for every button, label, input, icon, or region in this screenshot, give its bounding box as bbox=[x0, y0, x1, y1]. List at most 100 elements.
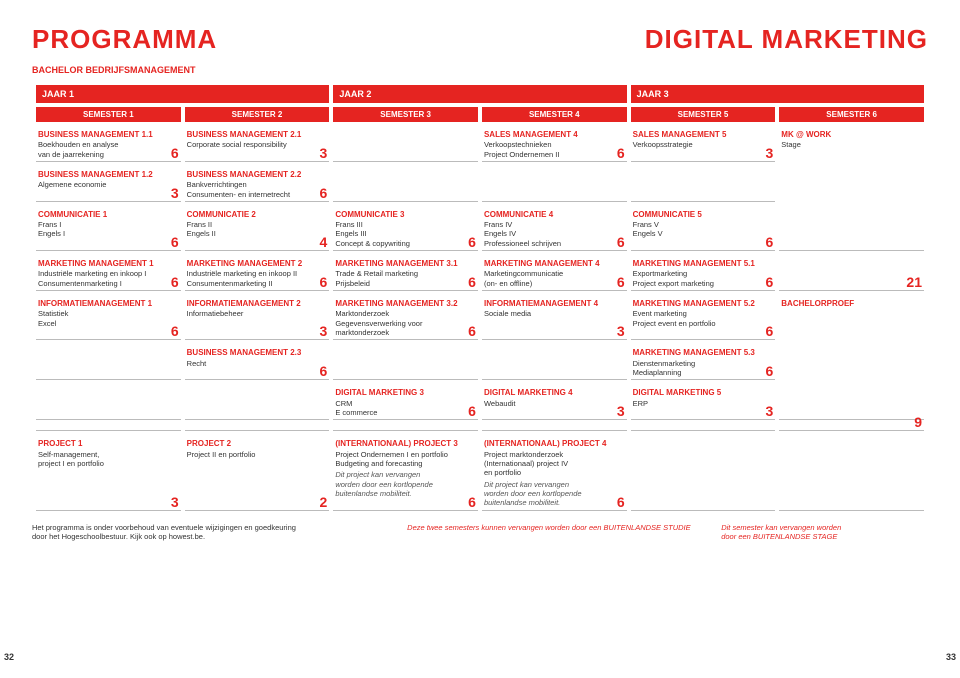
module-lines: Verkoopsstrategie bbox=[633, 140, 774, 149]
module-title: COMMUNICATIE 4 bbox=[484, 210, 625, 219]
module-title: COMMUNICATIE 3 bbox=[335, 210, 476, 219]
module-lines: Project marktonderzoek(Internationaal) p… bbox=[484, 450, 625, 478]
module-title: PROJECT 1 bbox=[38, 439, 179, 448]
module-credits: 2 bbox=[320, 494, 328, 510]
module-credits: 6 bbox=[468, 403, 476, 419]
footer: Het programma is onder voorbehoud van ev… bbox=[32, 523, 928, 541]
module-title: DIGITAL MARKETING 3 bbox=[335, 388, 476, 397]
module-lines: Project Ondernemen I en portfolioBudgeti… bbox=[335, 450, 476, 469]
module-lines: Sociale media bbox=[484, 309, 625, 318]
page-title-right: DIGITAL MARKETING bbox=[645, 24, 928, 55]
module-lines: Industriële marketing en inkoop IConsume… bbox=[38, 269, 179, 288]
module-credits: 6 bbox=[171, 274, 179, 290]
module-credits: 3 bbox=[320, 323, 328, 339]
module-lines: Frans IEngels I bbox=[38, 220, 179, 239]
semester-2: SEMESTER 2 bbox=[185, 107, 330, 122]
module-cell: INFORMATIEMANAGEMENT 2Informatiebeheer3 bbox=[185, 295, 330, 340]
module-credits: 3 bbox=[171, 494, 179, 510]
module-title: MK @ WORK bbox=[781, 130, 922, 139]
module-lines: CRME commerce bbox=[335, 399, 476, 418]
module-cell: MK @ WORKStage bbox=[779, 126, 924, 251]
module-italic-note: Dit project kan vervangenworden door een… bbox=[484, 480, 625, 508]
module-lines: Stage bbox=[781, 140, 922, 149]
module-credits: 6 bbox=[765, 363, 773, 379]
module-cell: SALES MANAGEMENT 4VerkoopstechniekenProj… bbox=[482, 126, 627, 162]
module-cell: BUSINESS MANAGEMENT 1.1Boekhouden en ana… bbox=[36, 126, 181, 162]
module-cell: BUSINESS MANAGEMENT 2.2Bankverrichtingen… bbox=[185, 166, 330, 202]
module-lines: StatistiekExcel bbox=[38, 309, 179, 328]
module-cell: DIGITAL MARKETING 5 ERP3 bbox=[631, 384, 776, 420]
module-credits: 6 bbox=[320, 363, 328, 379]
module-lines: Frans IVEngels IVProfessioneel schrijven bbox=[484, 220, 625, 248]
module-credits: 6 bbox=[171, 323, 179, 339]
empty-cell bbox=[482, 424, 627, 431]
module-cell: (INTERNATIONAAL) PROJECT 4Project markto… bbox=[482, 435, 627, 510]
empty-cell bbox=[333, 166, 478, 202]
module-lines: ERP bbox=[633, 399, 774, 408]
module-title: MARKETING MANAGEMENT 3.1 bbox=[335, 259, 476, 268]
module-title: PROJECT 2 bbox=[187, 439, 328, 448]
module-cell: MARKETING MANAGEMENT 5.3 Dienstenmarketin… bbox=[631, 344, 776, 380]
module-title: MARKETING MANAGEMENT 1 bbox=[38, 259, 179, 268]
semester-4: SEMESTER 4 bbox=[482, 107, 627, 122]
module-cell: MARKETING MANAGEMENT 1Industriële market… bbox=[36, 255, 181, 291]
module-cell: 21 bbox=[779, 255, 924, 291]
module-cell: MARKETING MANAGEMENT 3.2MarktonderzoekGe… bbox=[333, 295, 478, 340]
module-lines: Frans IIEngels II bbox=[187, 220, 328, 239]
module-cell: SALES MANAGEMENT 5Verkoopsstrategie3 bbox=[631, 126, 776, 162]
module-title: MARKETING MANAGEMENT 5.2 bbox=[633, 299, 774, 308]
module-credits: 6 bbox=[765, 274, 773, 290]
module-title: COMMUNICATIE 2 bbox=[187, 210, 328, 219]
module-cell: BACHELORPROEF bbox=[779, 295, 924, 420]
module-cell: PROJECT 1Self-management,project I en po… bbox=[36, 435, 181, 510]
module-credits: 6 bbox=[468, 494, 476, 510]
module-lines: Project II en portfolio bbox=[187, 450, 328, 459]
module-title: INFORMATIEMANAGEMENT 2 bbox=[187, 299, 328, 308]
module-cell: COMMUNICATIE 1Frans IEngels I6 bbox=[36, 206, 181, 251]
semester-header-row: SEMESTER 1 SEMESTER 2 SEMESTER 3 SEMESTE… bbox=[36, 107, 924, 122]
empty-cell bbox=[631, 424, 776, 431]
module-cell: COMMUNICATIE 5Frans VEngels V6 bbox=[631, 206, 776, 251]
empty-cell bbox=[333, 424, 478, 431]
module-title: MARKETING MANAGEMENT 5.3 bbox=[633, 348, 774, 357]
page-title-left: PROGRAMMA bbox=[32, 24, 217, 55]
module-lines: Corporate social responsibility bbox=[187, 140, 328, 149]
module-credits: 6 bbox=[468, 274, 476, 290]
module-cell: DIGITAL MARKETING 3 CRME commerce6 bbox=[333, 384, 478, 420]
module-title: INFORMATIEMANAGEMENT 1 bbox=[38, 299, 179, 308]
year-3: JAAR 3 bbox=[631, 85, 924, 103]
module-credits: 3 bbox=[765, 403, 773, 419]
module-credits: 3 bbox=[765, 145, 773, 161]
module-lines: Event marketingProject event en portfoli… bbox=[633, 309, 774, 328]
module-cell: COMMUNICATIE 3Frans IIIEngels IIIConcept… bbox=[333, 206, 478, 251]
module-lines: Frans VEngels V bbox=[633, 220, 774, 239]
module-credits: 6 bbox=[765, 234, 773, 250]
empty-cell bbox=[631, 435, 776, 510]
module-cell: BUSINESS MANAGEMENT 1.2Algemene economie… bbox=[36, 166, 181, 202]
module-title: SALES MANAGEMENT 4 bbox=[484, 130, 625, 139]
module-credits: 3 bbox=[320, 145, 328, 161]
module-lines: VerkoopstechniekenProject Ondernemen II bbox=[484, 140, 625, 159]
module-cell: INFORMATIEMANAGEMENT 1StatistiekExcel6 bbox=[36, 295, 181, 340]
module-credits: 6 bbox=[468, 323, 476, 339]
module-title: BUSINESS MANAGEMENT 2.1 bbox=[187, 130, 328, 139]
module-title: MARKETING MANAGEMENT 3.2 bbox=[335, 299, 476, 308]
module-title: DIGITAL MARKETING 4 bbox=[484, 388, 625, 397]
module-lines: DienstenmarketingMediaplanning bbox=[633, 359, 774, 378]
module-cell: MARKETING MANAGEMENT 4Marketingcommunica… bbox=[482, 255, 627, 291]
module-lines: Frans IIIEngels IIIConcept & copywriting bbox=[335, 220, 476, 248]
module-title: COMMUNICATIE 1 bbox=[38, 210, 179, 219]
module-lines: Boekhouden en analysevan de jaarrekening bbox=[38, 140, 179, 159]
module-cell: MARKETING MANAGEMENT 2Industriële market… bbox=[185, 255, 330, 291]
module-cell: DIGITAL MARKETING 4Webaudit3 bbox=[482, 384, 627, 420]
module-cell: INFORMATIEMANAGEMENT 4Sociale media3 bbox=[482, 295, 627, 340]
module-cell: MARKETING MANAGEMENT 5.1ExportmarketingP… bbox=[631, 255, 776, 291]
module-credits: 3 bbox=[171, 185, 179, 201]
module-title: BUSINESS MANAGEMENT 1.1 bbox=[38, 130, 179, 139]
footnote-left-1: Het programma is onder voorbehoud van ev… bbox=[32, 523, 377, 532]
module-title: INFORMATIEMANAGEMENT 4 bbox=[484, 299, 625, 308]
module-title: BACHELORPROEF bbox=[781, 299, 922, 308]
empty-cell bbox=[333, 344, 478, 380]
module-title: DIGITAL MARKETING 5 bbox=[633, 388, 774, 397]
row-1: BUSINESS MANAGEMENT 1.1Boekhouden en ana… bbox=[36, 126, 924, 162]
